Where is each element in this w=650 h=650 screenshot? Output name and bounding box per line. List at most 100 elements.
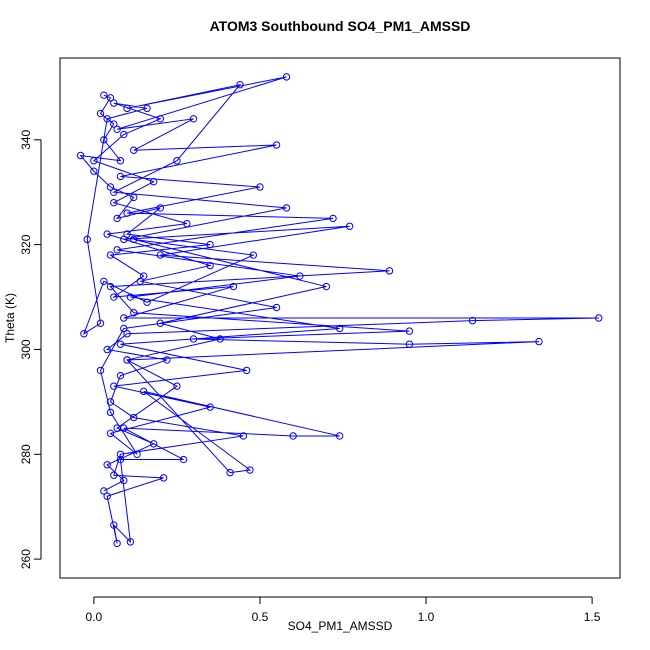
y-axis-label: Theta (K) (3, 293, 17, 343)
data-point (106, 408, 115, 417)
data-point (120, 130, 128, 139)
data-point (183, 219, 191, 228)
data-point (159, 474, 168, 482)
data-line (79, 76, 599, 544)
data-point (123, 356, 131, 364)
data-point (103, 115, 111, 123)
data-point (96, 109, 105, 118)
x-tick-label: 1.5 (584, 610, 601, 624)
data-point (100, 136, 108, 144)
data-point (130, 413, 138, 422)
data-point (239, 432, 248, 440)
data-point (103, 230, 111, 238)
data-point (100, 277, 108, 286)
data-point (272, 141, 281, 149)
data-point (143, 104, 151, 113)
data-point (116, 450, 125, 458)
data-point (106, 398, 115, 406)
data-point (140, 387, 148, 396)
y-tick-label: 300 (19, 339, 33, 359)
data-point (116, 157, 125, 165)
data-point (110, 293, 118, 301)
data-point (163, 356, 171, 364)
y-tick-label: 340 (19, 129, 33, 149)
data-point (103, 345, 111, 354)
data-point (100, 487, 108, 495)
data-point (136, 277, 145, 286)
data-point (329, 214, 337, 223)
data-point (345, 222, 354, 230)
data-point (385, 267, 394, 275)
data-point (405, 327, 414, 335)
data-point (156, 319, 165, 327)
data-point (116, 172, 125, 181)
data-point (110, 188, 118, 196)
data-point (83, 235, 91, 244)
data-point (103, 461, 111, 469)
data-point (130, 235, 138, 244)
data-point (173, 382, 181, 390)
data-point (149, 440, 158, 448)
data-point (110, 99, 118, 107)
data-point (106, 429, 115, 438)
data-point (113, 214, 121, 223)
x-tick-label: 0.5 (252, 610, 269, 624)
data-point (282, 73, 291, 81)
data-point (272, 303, 281, 312)
data-point (289, 432, 297, 440)
data-point (179, 455, 188, 464)
data-point (96, 366, 105, 375)
data-point (120, 235, 128, 244)
data-point (110, 120, 118, 128)
data-point (189, 335, 198, 343)
data-point (173, 157, 181, 165)
data-point (206, 403, 214, 411)
data-point (130, 309, 138, 317)
data-point (123, 104, 131, 113)
data-point (249, 251, 258, 259)
data-point (156, 115, 165, 123)
data-point (140, 272, 148, 280)
data-point (116, 455, 125, 464)
data-point (106, 183, 115, 191)
data-point (106, 282, 115, 291)
x-tick-label: 1.0 (418, 610, 435, 624)
data-point (106, 251, 115, 259)
data-point (96, 319, 105, 327)
data-point (229, 282, 238, 291)
data-point (335, 432, 344, 440)
data-point (322, 282, 331, 291)
data-point (120, 476, 128, 485)
data-point (126, 538, 135, 546)
data-point (156, 251, 165, 259)
data-point (113, 125, 121, 133)
y-tick-label: 260 (19, 549, 33, 569)
data-point (206, 240, 214, 249)
data-point (103, 492, 111, 500)
data-point (242, 366, 251, 375)
chart-title: ATOM3 Southbound SO4_PM1_AMSSD (210, 18, 471, 34)
data-point (296, 272, 304, 280)
data-point (335, 324, 344, 333)
data-point (149, 178, 158, 186)
data-point (123, 330, 131, 338)
y-tick-label: 280 (19, 444, 33, 464)
data-point (130, 193, 138, 202)
data-point (123, 230, 131, 238)
data-point (236, 81, 244, 89)
data-point (189, 115, 198, 123)
data-point (133, 450, 141, 458)
plot-frame (59, 57, 621, 579)
data-point (90, 157, 98, 165)
x-tick-label: 0.0 (86, 610, 103, 624)
data-point (123, 209, 131, 217)
data-point (535, 337, 543, 346)
data-point (110, 198, 118, 207)
data-point (120, 324, 128, 333)
data-point (76, 151, 85, 160)
x-axis-label: SO4_PM1_AMSSD (288, 619, 393, 633)
data-point (256, 183, 264, 191)
data-point (143, 298, 151, 306)
